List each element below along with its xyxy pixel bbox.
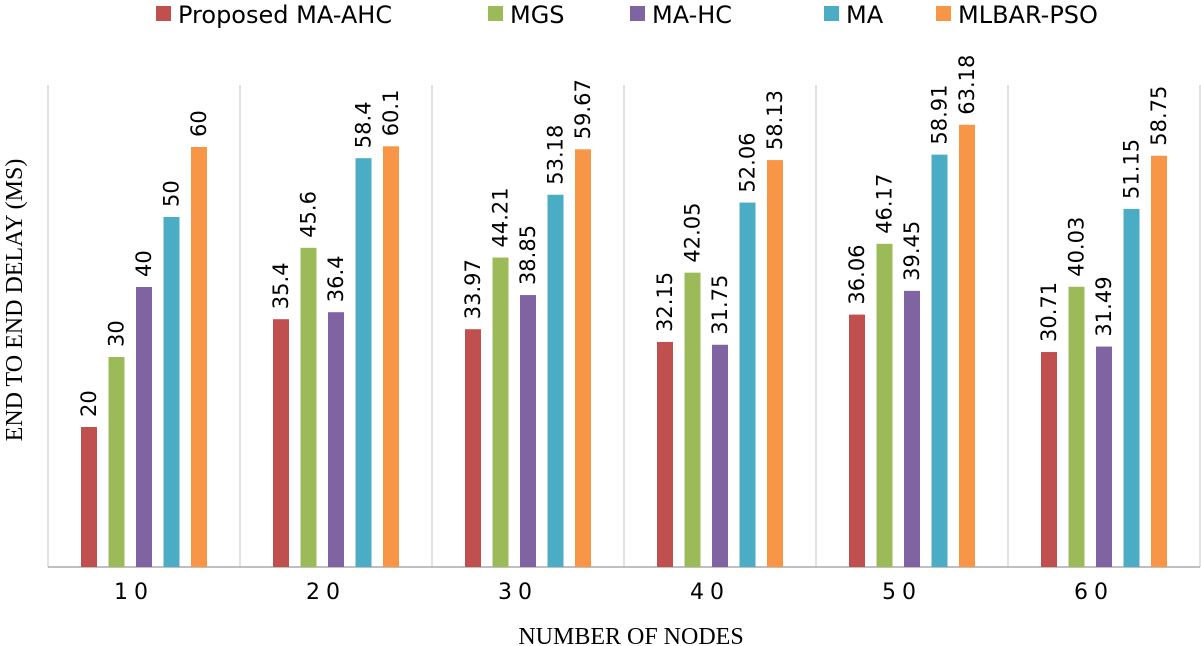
- bar: [931, 154, 948, 567]
- bar: [1123, 208, 1140, 567]
- data-label: 53.18: [544, 125, 568, 185]
- data-label: 46.17: [873, 174, 897, 234]
- bar: [712, 344, 728, 567]
- data-label: 31.49: [1092, 276, 1116, 336]
- legend-label: MLBAR-PSO: [958, 1, 1098, 29]
- legend-label: Proposed MA-AHC: [178, 1, 392, 29]
- bar: [904, 290, 920, 567]
- data-label: 52.06: [736, 132, 760, 192]
- bar: [465, 329, 481, 567]
- x-axis-title: NUMBER OF NODES: [518, 624, 743, 646]
- data-label: 35.4: [269, 262, 293, 309]
- plot-grid: [47, 85, 1201, 568]
- data-label: 58.91: [928, 85, 952, 145]
- legend-item: MLBAR-PSO: [936, 1, 1098, 29]
- legend-swatch: [824, 6, 839, 21]
- legend-label: MGS: [510, 1, 565, 29]
- data-label: 20: [77, 390, 101, 417]
- data-label: 45.6: [297, 191, 321, 238]
- bar: [108, 357, 125, 567]
- data-labels: 20 30 40 50 60 35.445.636.4 58.4 60.1 33.9744.21…: [77, 55, 1171, 417]
- bar: [849, 314, 865, 567]
- bar: [1096, 346, 1112, 567]
- bar: [520, 295, 536, 567]
- data-label: 36.4: [324, 255, 348, 302]
- x-tick-label: 30: [498, 580, 538, 605]
- bar: [684, 272, 701, 567]
- bar: [383, 146, 399, 568]
- bar: [136, 287, 152, 567]
- data-label: 40.03: [1065, 217, 1089, 277]
- data-label: 50: [160, 180, 184, 207]
- data-label: 58.75: [1147, 86, 1171, 146]
- bar: [575, 149, 591, 567]
- data-label: 60: [187, 110, 211, 137]
- y-axis-title: END TO END DELAY (MS): [2, 159, 28, 442]
- legend-swatch: [156, 6, 171, 21]
- x-tick-label: 50: [882, 580, 922, 605]
- data-label: 63.18: [955, 55, 979, 115]
- data-label: 58.13: [763, 90, 787, 150]
- bar: [1151, 155, 1167, 567]
- data-label: 51.15: [1120, 139, 1144, 199]
- data-label: 30.71: [1037, 282, 1061, 342]
- data-label: 39.45: [900, 221, 924, 281]
- legend-item: MA-HC: [630, 1, 732, 29]
- bar: [81, 427, 97, 567]
- legend-swatch: [630, 6, 645, 21]
- bar: [767, 160, 783, 567]
- bar: [355, 158, 372, 567]
- x-tick-label: 40: [690, 580, 730, 605]
- bar: [300, 247, 317, 568]
- data-label: 32.15: [653, 272, 677, 332]
- bar: [163, 217, 180, 567]
- data-label: 36.06: [845, 244, 869, 304]
- data-label: 42.05: [681, 203, 705, 263]
- bar: [1041, 352, 1057, 567]
- data-label: 30: [105, 320, 129, 347]
- bar: [492, 257, 509, 567]
- bar: [273, 319, 289, 567]
- legend-swatch: [488, 6, 503, 21]
- x-tick-label: 20: [306, 580, 346, 605]
- data-label: 31.75: [708, 275, 732, 335]
- data-label: 38.85: [516, 225, 540, 285]
- bar: [328, 312, 344, 567]
- data-label: 59.67: [571, 79, 595, 139]
- legend-item: Proposed MA-AHC: [156, 1, 392, 29]
- legend: Proposed MA-AHC MGS MA-HC MA MLBAR-PSO: [156, 1, 1098, 29]
- legend-label: MA-HC: [652, 1, 732, 29]
- legend-swatch: [936, 6, 951, 21]
- x-tick-label: 60: [1074, 580, 1114, 605]
- bars: [81, 124, 1167, 568]
- bar: [547, 194, 564, 568]
- data-label: 44.21: [489, 187, 513, 247]
- legend-item: MGS: [488, 1, 565, 29]
- x-tick-labels: 10 20 30 40 50 60: [114, 580, 1114, 605]
- data-label: 58.4: [352, 101, 376, 148]
- bar: [876, 243, 893, 567]
- data-label: 40: [132, 250, 156, 277]
- data-label: 33.97: [461, 259, 485, 319]
- bar: [739, 202, 756, 567]
- bar: [657, 341, 673, 567]
- x-tick-label: 10: [114, 580, 154, 605]
- bar: [1068, 286, 1085, 567]
- legend-label: MA: [846, 1, 884, 29]
- bar: [959, 124, 975, 568]
- data-label: 60.1: [379, 90, 403, 137]
- legend-item: MA: [824, 1, 884, 29]
- bar: [191, 147, 207, 567]
